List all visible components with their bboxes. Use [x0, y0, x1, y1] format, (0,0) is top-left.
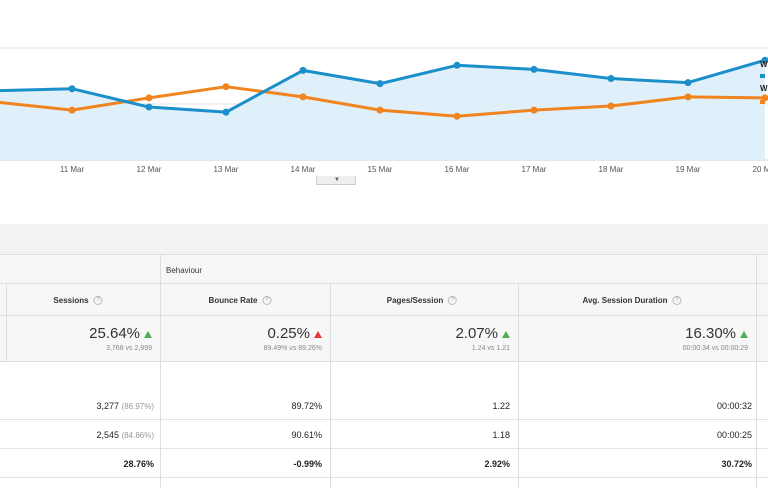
col-header-sessions[interactable]: Sessions? — [53, 296, 103, 306]
cell-pages-session: 2.92% — [484, 459, 510, 469]
cell-pages-session: 1.18 — [492, 430, 510, 440]
summary-avg-session-duration: 16.30% 00:00:34 vs 00:00:29 — [682, 325, 748, 352]
summary-bounce-rate: 0.25% 89.49% vs 89.26% — [263, 325, 322, 352]
x-tick-label: 12 Mar — [136, 165, 162, 174]
data-point-series-1[interactable] — [68, 85, 76, 93]
data-point-series-1[interactable] — [453, 61, 461, 69]
col-header-pages-session[interactable]: Pages/Session? — [387, 296, 458, 306]
data-point-series-2[interactable] — [684, 93, 692, 101]
column-divider — [518, 284, 519, 488]
line-chart: 11 Mar 12 Mar 13 Mar 14 Mar 15 Mar 16 Mar 17 M… — [0, 0, 768, 190]
cell-pages-session: 1.22 — [492, 401, 510, 411]
cell-bounce-rate: 90.61% — [291, 430, 322, 440]
x-tick-label: 16 Mar — [444, 165, 470, 174]
data-point-series-1[interactable] — [607, 75, 615, 83]
arrow-up-icon — [502, 330, 510, 338]
cell-sessions: 28.76% — [123, 459, 154, 469]
x-tick-label: 15 Mar — [367, 165, 393, 174]
col-header-avg-session-duration[interactable]: Avg. Session Duration? — [582, 296, 682, 306]
x-tick-label: 18 Mar — [598, 165, 624, 174]
x-tick-label: 11 Mar — [59, 165, 85, 174]
legend-swatch-blue — [760, 74, 765, 78]
summary-row: 25.64% 3,768 vs 2,999 0.25% 89.49% vs 89… — [0, 316, 768, 362]
column-divider — [6, 284, 7, 362]
table-row[interactable]: 28.76% -0.99% 2.92% 30.72% — [0, 449, 768, 478]
cell-avg-session-duration: 30.72% — [721, 459, 752, 469]
column-divider — [756, 254, 757, 488]
column-divider — [330, 284, 331, 488]
data-point-series-1[interactable] — [530, 65, 538, 73]
legend-label-1: W — [760, 60, 768, 69]
table-group-header: Behaviour — [0, 254, 768, 284]
x-tick-label: 14 Mar — [290, 165, 316, 174]
column-divider — [160, 254, 161, 488]
arrow-up-icon — [314, 330, 322, 338]
data-point-series-2[interactable] — [761, 94, 768, 102]
data-point-series-2[interactable] — [607, 102, 615, 110]
help-icon[interactable]: ? — [448, 296, 458, 306]
data-point-series-1[interactable] — [222, 108, 230, 116]
cell-sessions: 2,545 (84.86%) — [96, 430, 154, 440]
arrow-up-icon — [144, 330, 152, 338]
chevron-down-icon: ▼ — [334, 177, 340, 183]
column-header-row: Sessions? Bounce Rate? Pages/Session? Av… — [0, 284, 768, 316]
data-point-series-2[interactable] — [299, 93, 307, 101]
data-point-series-1[interactable] — [299, 66, 307, 74]
cell-bounce-rate: -0.99% — [293, 459, 322, 469]
data-point-series-1[interactable] — [145, 103, 153, 111]
table-row[interactable]: 2,545 (84.86%) 90.61% 1.18 00:00:25 — [0, 420, 768, 449]
cell-avg-session-duration: 00:00:32 — [716, 401, 752, 411]
cell-avg-session-duration: 00:00:25 — [716, 430, 752, 440]
chart-canvas — [0, 47, 768, 161]
table-toolbar-band — [0, 224, 768, 254]
arrow-up-icon — [740, 330, 748, 338]
data-point-series-2[interactable] — [222, 83, 230, 91]
x-tick-label: 20 Mar — [752, 165, 768, 174]
chart-collapse-handle[interactable]: ▼ — [316, 176, 356, 185]
data-point-series-2[interactable] — [145, 94, 153, 102]
summary-pages-session: 2.07% 1.24 vs 1.21 — [455, 325, 510, 352]
data-point-series-2[interactable] — [530, 106, 538, 114]
x-tick-label: 13 Mar — [213, 165, 239, 174]
data-point-series-2[interactable] — [453, 112, 461, 120]
x-tick-label: 19 Mar — [675, 165, 701, 174]
x-tick-label: 17 Mar — [521, 165, 547, 174]
help-icon[interactable]: ? — [93, 296, 103, 306]
summary-sessions: 25.64% 3,768 vs 2,999 — [89, 325, 152, 352]
group-label-behaviour: Behaviour — [166, 266, 203, 275]
data-point-series-1[interactable] — [761, 56, 768, 64]
data-point-series-2[interactable] — [68, 106, 76, 114]
cell-bounce-rate: 89.72% — [291, 401, 322, 411]
legend-swatch-orange — [760, 100, 765, 104]
col-header-bounce-rate[interactable]: Bounce Rate? — [209, 296, 272, 306]
cell-sessions: 3,277 (86.97%) — [96, 401, 154, 411]
table-row[interactable]: 3,277 (86.97%) 89.72% 1.22 00:00:32 — [0, 391, 768, 420]
help-icon[interactable]: ? — [672, 296, 682, 306]
help-icon[interactable]: ? — [262, 296, 272, 306]
data-point-series-2[interactable] — [376, 106, 384, 114]
legend-label-2: W — [760, 84, 768, 93]
data-point-series-1[interactable] — [684, 79, 692, 87]
data-point-series-1[interactable] — [376, 80, 384, 88]
